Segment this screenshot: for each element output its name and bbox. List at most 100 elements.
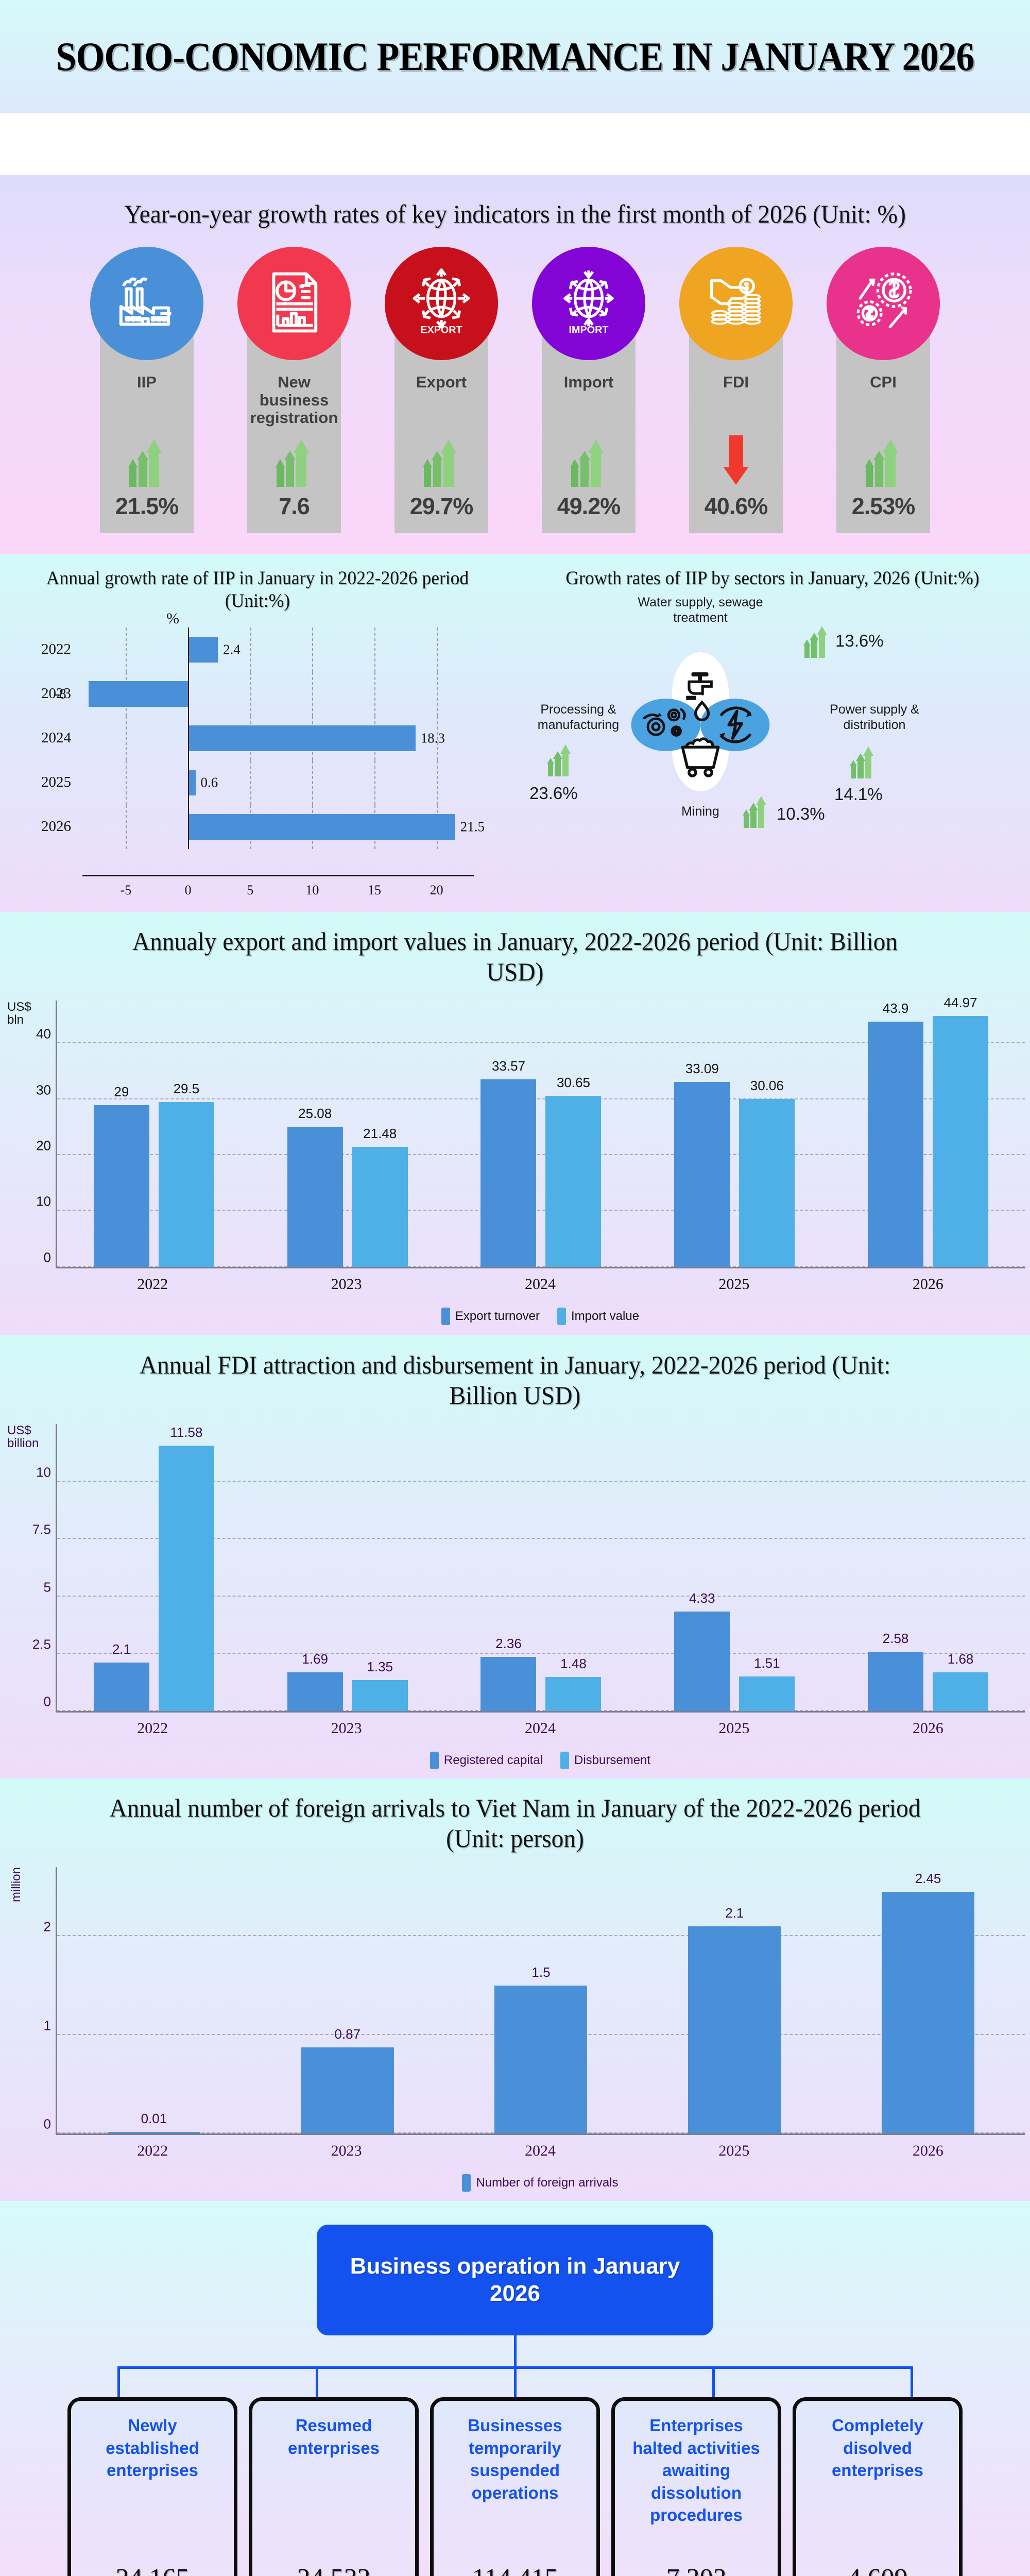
arrivals-chart-area: million 0 1 2 0.01 0.87 1.5 2.1 2.45 2022 2023 20… [0, 1867, 1030, 2192]
card-label: New business registration [250, 373, 338, 427]
bar-value-label: 2.1 [112, 1641, 131, 1657]
business-card-value: 24,532 [297, 2563, 371, 2576]
bar: 0.87 [301, 2026, 394, 2133]
arrivals-chart-title: Annual number of foreign arrivals to Vie… [109, 1793, 921, 1853]
bar: 0.01 [107, 2111, 200, 2133]
bar: 2.1 [93, 1641, 149, 1711]
iip-bar-track: 0.6 [82, 760, 474, 805]
report-document-icon-circle [237, 247, 351, 360]
trade-section: Annualy export and import values in Janu… [0, 911, 1030, 1335]
iip-bar [188, 725, 416, 751]
bar-value-label: 11.58 [170, 1425, 203, 1440]
iip-bar-track: 2.4 [82, 627, 474, 672]
y-axis-tick: 2 [43, 1919, 51, 1935]
iip-x-tick: 5 [247, 882, 254, 897]
bar: 29 [93, 1084, 149, 1267]
grid-line [57, 1595, 1025, 1597]
sector-arrow-mining [743, 794, 766, 831]
business-connector-lines [0, 2335, 1030, 2398]
header-spacer [0, 113, 1030, 175]
x-axis-label: 2024 [525, 1719, 556, 1737]
bar: 1.35 [352, 1659, 408, 1711]
fdi-axis-unit: US$ billion [7, 1423, 39, 1450]
key-indicator-card-list: IIP 21.5% New business registration 7.6 EXPO… [0, 247, 1030, 533]
business-card-label: Resumed enterprises [288, 2416, 380, 2458]
card-label: Export [416, 373, 467, 391]
sectors-flower-diagram: Water supply, sewage treatment 13.6% Pro… [515, 595, 1030, 841]
bar-value-label: 4.33 [689, 1590, 715, 1606]
bar-value-label: 33.09 [685, 1061, 719, 1077]
bar-value-label: 1.51 [753, 1655, 780, 1671]
business-card-label: Completely disolved enterprises [832, 2416, 923, 2480]
bar-value-label: 2.45 [915, 1871, 941, 1887]
iip-bar [89, 681, 188, 707]
bar-value-label: 1.35 [367, 1658, 393, 1674]
arrivals-x-axis-labels: 2022 2023 2024 2025 2026 [56, 2142, 1025, 2160]
grid-line [57, 1042, 1025, 1044]
card-value: 49.2% [557, 493, 621, 519]
iip-section: Annual growth rate of IIP in January in … [0, 554, 1030, 912]
iip-bar [188, 636, 218, 663]
bar: 25.08 [287, 1106, 343, 1267]
header-banner: SOCIO-CONOMIC PERFORMANCE IN JANUARY 202… [0, 0, 1030, 113]
bar-group: 2.1 11.58 [57, 1424, 251, 1711]
x-axis-label: 2023 [331, 1719, 362, 1737]
x-axis-label: 2026 [912, 2142, 943, 2159]
x-axis-label: 2024 [525, 1275, 556, 1293]
grid-line [57, 1538, 1025, 1539]
x-axis-label: 2022 [137, 1275, 168, 1293]
bar-value-label: 25.08 [298, 1106, 332, 1122]
card-value: 40.6% [704, 493, 768, 519]
bar-value-label: 44.97 [943, 994, 977, 1010]
iip-unit-label: % [166, 609, 180, 627]
legend-label: Import value [571, 1309, 640, 1323]
bar-group: 2.1 [638, 1867, 831, 2133]
bar-group: 33.57 30.65 [444, 1001, 638, 1267]
key-indicators-section: Year-on-year growth rates of key indicat… [0, 175, 1030, 554]
iip-x-tick: 20 [430, 882, 443, 897]
iip-year-label: 2022 [41, 641, 71, 658]
iip-bar-value: 21.5 [460, 819, 485, 835]
grid-line [57, 1154, 1025, 1156]
legend-item: Export turnover [441, 1307, 540, 1325]
flower-petals-graphic [631, 652, 770, 792]
iip-year-label: 2023 [41, 685, 71, 702]
bar: 1.5 [494, 1964, 588, 2133]
bar: 30.06 [739, 1078, 795, 1267]
bar-value-label: 30.65 [556, 1074, 591, 1090]
arrow-down-icon [717, 431, 754, 487]
bar: 21.48 [352, 1126, 408, 1267]
bar-groups: 0.01 0.87 1.5 2.1 2.45 [57, 1867, 1025, 2133]
bar-value-label: 30.06 [750, 1078, 784, 1094]
business-heading: Business operation in January 2026 [317, 2224, 713, 2336]
x-axis-label: 2026 [912, 1719, 943, 1737]
sectors-chart-title: Growth rates of IIP by sectors in Januar… [565, 568, 980, 589]
legend-item: Import value [557, 1307, 640, 1325]
grid-line [57, 1098, 1025, 1099]
business-card-label: Newly established enterprises [106, 2416, 199, 2480]
iip-chart-title: Annual growth rate of IIP in January in … [46, 568, 469, 612]
x-axis-label: 2026 [912, 1275, 943, 1293]
report-document-icon [260, 268, 328, 339]
bar-value-label: 43.9 [882, 1001, 909, 1016]
iip-year-label: 2024 [41, 730, 71, 747]
bar-value-label: 1.68 [947, 1651, 974, 1667]
bar-value-label: 29 [114, 1083, 129, 1099]
iip-horizontal-bars: % 2022 2.4 2023 -8 2024 18.3 2025 0.6 2026 21.5 [0, 610, 515, 875]
y-axis-tick: 7.5 [32, 1521, 51, 1537]
y-axis-tick: 5 [43, 1579, 51, 1595]
bar-value-label: 1.5 [531, 1964, 551, 1980]
fdi-legend: Registered capital Disbursement [56, 1751, 1025, 1769]
arrivals-axis-unit: million [9, 1867, 23, 1902]
page-title: SOCIO-CONOMIC PERFORMANCE IN JANUARY 202… [56, 34, 975, 79]
y-axis-tick: 10 [36, 1193, 51, 1209]
key-indicator-card: EXPORT Export 29.7% [377, 247, 506, 533]
bar: 2.58 [868, 1631, 924, 1711]
legend-swatch [560, 1751, 570, 1769]
y-axis-tick: 20 [36, 1138, 51, 1154]
bar: 43.9 [868, 1001, 924, 1267]
bar: 1.68 [933, 1651, 989, 1711]
iip-bar-value: -8 [55, 686, 66, 702]
iip-bar-track: 21.5 [82, 804, 485, 849]
bar-value-label: 29.5 [173, 1081, 200, 1097]
